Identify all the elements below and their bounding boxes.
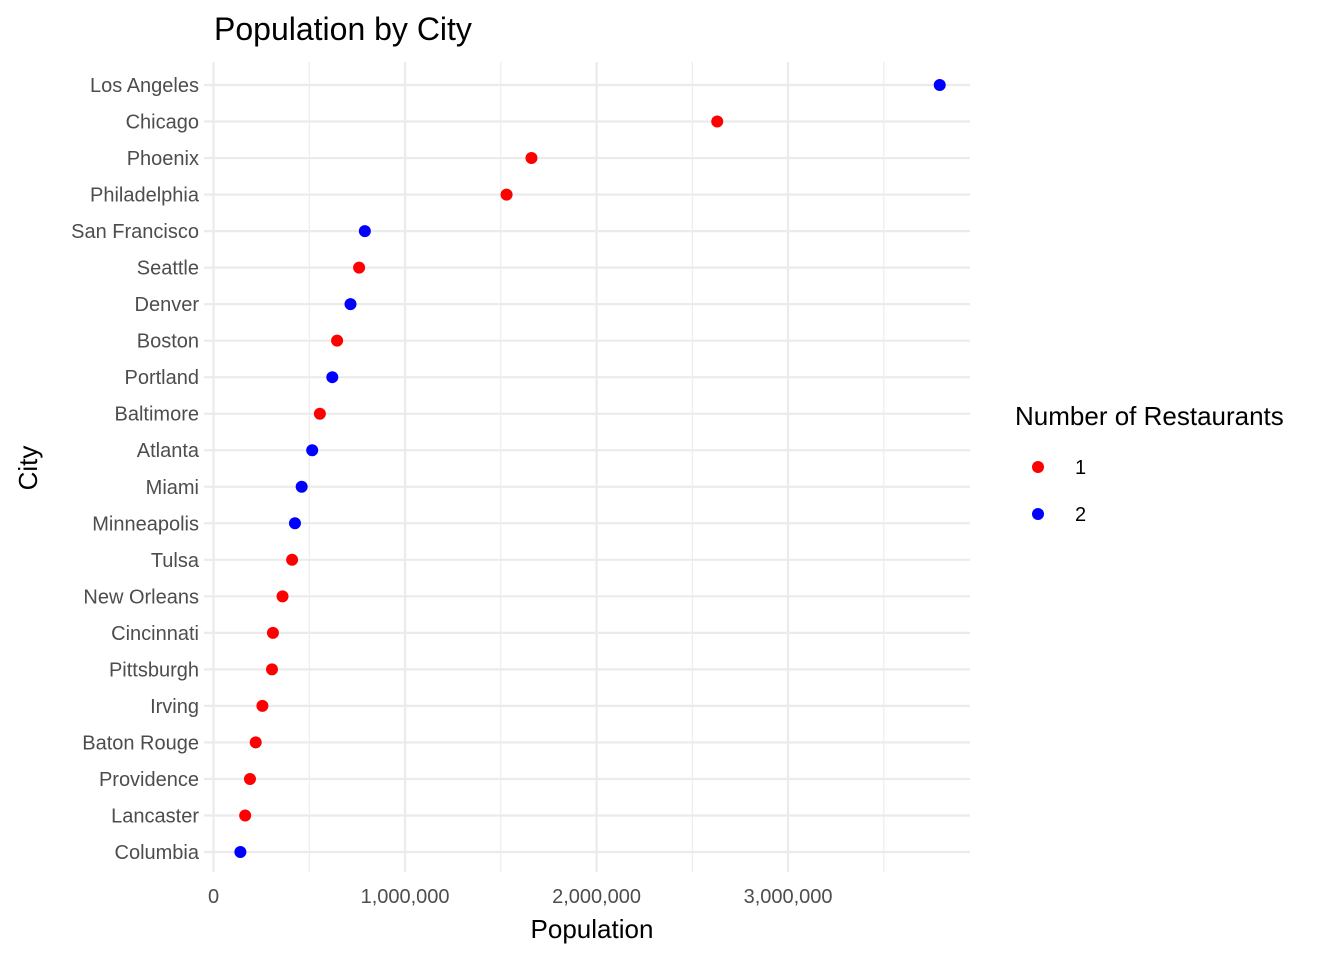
data-point [276,590,289,603]
data-point [243,772,256,785]
data-point [313,407,326,420]
data-points [234,79,946,858]
y-tick-label: Denver [135,294,200,316]
data-point [306,444,319,457]
x-tick-label: 1,000,000 [361,886,450,908]
y-tick-label: Chicago [126,112,199,134]
data-point [525,152,538,165]
y-tick-label: Phoenix [127,148,199,170]
minor-gridlines [308,62,885,872]
y-tick-label: Tulsa [151,550,200,572]
y-tick-label: Lancaster [111,805,199,827]
legend-key [1032,508,1044,520]
y-tick-label: Minneapolis [92,513,199,535]
data-point [288,517,301,530]
data-point [249,736,262,749]
data-point [344,298,357,311]
y-tick-label: New Orleans [83,586,199,608]
y-tick-label: Irving [150,696,199,718]
y-axis-title: City [13,446,43,491]
y-tick-label: Philadelphia [90,185,200,207]
y-tick-label: Columbia [115,842,200,864]
legend-label: 2 [1075,504,1086,526]
x-tick-label: 0 [208,886,219,908]
y-tick-label: Providence [99,769,199,791]
major-y-gridlines [204,83,970,854]
data-point [353,261,366,274]
data-point [234,846,247,858]
y-tick-label: Portland [125,367,200,389]
y-tick-label: Seattle [137,258,199,280]
y-tick-label: Atlanta [137,440,200,462]
y-tick-label: Los Angeles [90,75,199,97]
data-point [331,334,344,347]
y-tick-label: Cincinnati [111,623,199,645]
y-tick-label: Miami [146,477,199,499]
data-point [239,809,252,822]
y-tick-label: Baltimore [115,404,199,426]
major-x-gridlines [212,62,790,872]
data-point [265,663,278,676]
x-axis-title: Population [531,914,654,944]
data-point [266,626,279,639]
x-tick-label: 3,000,000 [744,886,833,908]
data-point [286,553,299,566]
legend-entries: 12 [1032,457,1086,526]
data-point [500,188,513,201]
data-point [933,79,946,91]
legend: Number of Restaurants 12 [1015,401,1284,526]
x-tick-label: 2,000,000 [552,886,641,908]
data-point [326,371,339,384]
data-point [256,699,269,712]
y-tick-label: Boston [137,331,199,353]
y-tick-label: San Francisco [71,221,199,243]
legend-title: Number of Restaurants [1015,401,1284,431]
y-tick-label: Pittsburgh [109,659,199,681]
chart-title: Population by City [214,11,472,47]
data-point [711,115,724,128]
legend-key [1032,461,1044,473]
y-tick-label: Baton Rouge [82,732,199,754]
x-axis-tick-labels: 0 1,000,000 2,000,000 3,000,000 [208,886,833,908]
legend-label: 1 [1075,457,1086,479]
y-axis-tick-labels: Los Angeles Chicago Phoenix Philadelphia San… [71,75,200,864]
data-point [295,480,308,493]
data-point [358,225,371,238]
